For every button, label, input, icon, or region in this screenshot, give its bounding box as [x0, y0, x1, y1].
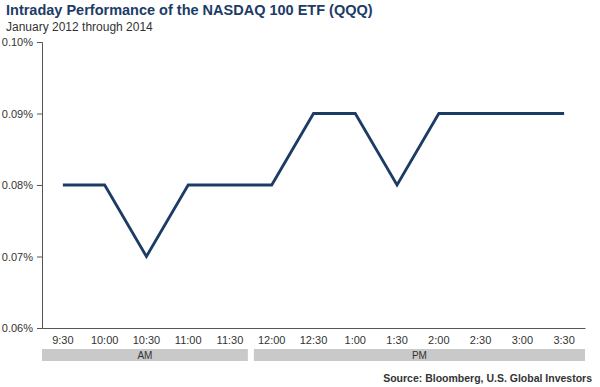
x-tick: 12:30: [300, 328, 328, 346]
x-tick-label: 1:30: [386, 334, 407, 346]
x-group-bar: [42, 349, 248, 361]
y-tick: 0.10%: [2, 36, 42, 48]
x-tick: 11:30: [217, 328, 244, 346]
x-tick-label: 3:00: [512, 334, 533, 346]
chart: Intraday Performance of the NASDAQ 100 E…: [0, 0, 600, 387]
x-tick: 3:30: [553, 328, 574, 346]
x-tick: 9:30: [52, 328, 73, 346]
x-tick: 10:30: [133, 328, 161, 346]
y-tick-label: 0.10%: [2, 36, 33, 48]
x-tick: 1:30: [386, 328, 407, 346]
data-line: [63, 114, 564, 257]
x-group-label: PM: [412, 350, 427, 361]
x-tick-label: 12:30: [300, 334, 328, 346]
x-tick-label: 2:00: [428, 334, 449, 346]
x-tick: 3:00: [512, 328, 533, 346]
x-tick-label: 2:30: [470, 334, 491, 346]
y-tick-label: 0.07%: [2, 251, 33, 263]
x-tick-label: 11:30: [217, 334, 244, 346]
source: Source: Bloomberg, U.S. Global Investors: [383, 372, 592, 384]
x-tick-label: 10:00: [91, 334, 119, 346]
y-tick-label: 0.09%: [2, 108, 33, 120]
plot-area: [63, 114, 564, 257]
x-tick-label: 1:00: [345, 334, 366, 346]
x-tick-label: 9:30: [52, 334, 73, 346]
x-group-label: AM: [137, 350, 152, 361]
x-tick: 2:30: [470, 328, 491, 346]
y-tick-mark: [37, 114, 42, 115]
x-axis-line: [43, 328, 586, 329]
y-tick-mark: [37, 42, 42, 43]
x-tick-label: 3:30: [553, 334, 574, 346]
x-tick-label: 12:00: [258, 334, 286, 346]
subtitle: January 2012 through 2014: [6, 20, 153, 34]
x-axis: 9:30 10:00 10:30 11:00 11:30 12:00 12:30 1:00 1:…: [43, 328, 586, 346]
y-tick: 0.06%: [2, 322, 42, 334]
x-tick: 10:00: [91, 328, 119, 346]
x-tick-label: 11:00: [175, 334, 202, 346]
y-tick-mark: [37, 185, 42, 186]
x-tick: 12:00: [258, 328, 286, 346]
y-tick-label: 0.06%: [2, 322, 33, 334]
title: Intraday Performance of the NASDAQ 100 E…: [6, 2, 373, 18]
y-tick-mark: [37, 257, 42, 258]
x-group-bar: [254, 349, 585, 361]
x-tick: 11:00: [175, 328, 202, 346]
y-tick-label: 0.08%: [2, 179, 33, 191]
x-tick-label: 10:30: [133, 334, 161, 346]
y-tick: 0.08%: [2, 179, 42, 191]
y-tick: 0.07%: [2, 251, 42, 263]
x-tick: 1:00: [345, 328, 366, 346]
x-tick: 2:00: [428, 328, 449, 346]
x-groups: AM PM: [42, 349, 585, 361]
y-axis: 0.06% 0.07% 0.08% 0.09% 0.10%: [2, 36, 43, 334]
y-axis-line: [37, 43, 43, 329]
y-tick: 0.09%: [2, 108, 42, 120]
y-tick-mark: [37, 328, 42, 329]
